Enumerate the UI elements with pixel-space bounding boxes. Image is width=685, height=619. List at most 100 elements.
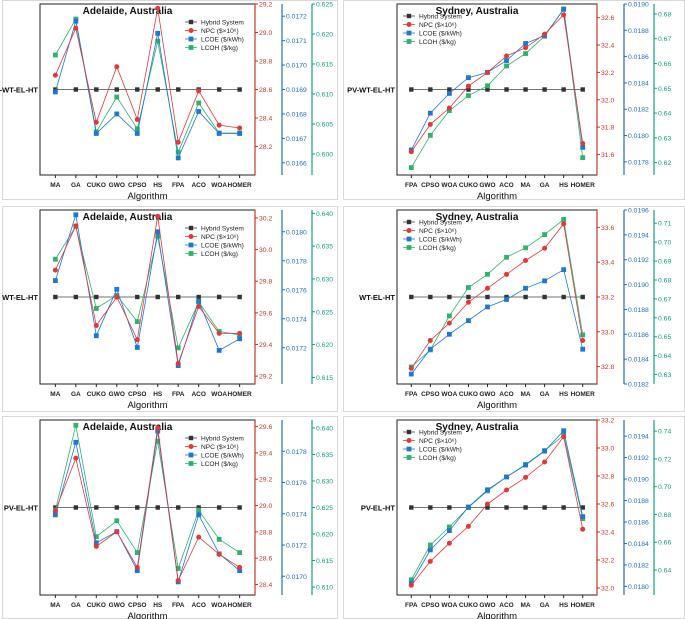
hybrid-marker — [580, 505, 585, 510]
x-tick-label: GWO — [479, 602, 495, 609]
hybrid-marker — [409, 87, 414, 92]
lcoe-marker — [485, 304, 490, 310]
x-tick-label: HS — [559, 602, 569, 609]
lcoe-marker — [523, 41, 528, 46]
lcoe-axis-tick-label: 0.0194 — [628, 232, 649, 239]
hybrid-marker — [428, 294, 433, 300]
chart-title: Sydney, Australia — [436, 212, 519, 223]
npc-marker — [188, 444, 194, 449]
lcoh-axis-tick-label: 0.68 — [658, 512, 671, 519]
x-tick-label: FPA — [172, 391, 185, 398]
lcoe-marker — [580, 144, 586, 150]
npc-marker — [155, 425, 161, 431]
npc-axis-tick-label: 32.2 — [601, 70, 614, 77]
npc-marker — [188, 234, 194, 239]
hybrid-marker — [237, 87, 242, 92]
npc-marker — [408, 365, 414, 371]
npc-marker — [580, 141, 586, 147]
lcoe-marker — [408, 371, 414, 377]
lcoh-marker — [73, 422, 79, 428]
lcoe-marker — [504, 297, 509, 302]
lcoh-marker — [466, 285, 471, 290]
chart-title: Adelaide, Australia — [83, 6, 173, 17]
x-axis-label: Algorithm — [477, 400, 517, 411]
x-tick-label: GA — [540, 391, 550, 398]
x-tick-label: HS — [153, 391, 163, 398]
lcoh-axis-tick-label: 0.625 — [316, 309, 333, 316]
legend-item-hybrid: Hybrid System — [185, 20, 244, 27]
lcoe-marker — [542, 448, 548, 454]
lcoe-marker — [155, 30, 161, 36]
x-tick-label: CUKO — [87, 602, 106, 609]
npc-marker — [216, 122, 222, 128]
panel-border — [2, 0, 338, 200]
lcoe-marker — [93, 540, 99, 546]
npc-marker — [134, 116, 140, 122]
x-tick-label: CPSO — [421, 182, 439, 189]
lcoe-marker — [93, 131, 99, 136]
npc-marker — [216, 330, 222, 336]
lcoh-marker — [134, 550, 140, 555]
lcoe-marker — [427, 346, 433, 352]
legend-label: Hybrid System — [201, 436, 244, 443]
lcoe-series-line — [410, 269, 584, 375]
npc-marker — [542, 31, 548, 37]
x-tick-label: GA — [540, 602, 550, 609]
npc-marker — [73, 25, 79, 31]
legend-item-lcoh: LCOH ($/kg) — [403, 245, 456, 252]
legend-label: LCOE ($/kWh) — [419, 447, 462, 454]
legend-label: NPC ($×10⁶) — [201, 28, 239, 35]
hybrid-marker — [447, 505, 452, 510]
x-tick-label: HOMER — [571, 182, 596, 189]
lcoh-series-line — [411, 218, 584, 368]
x-tick-label: ACO — [499, 182, 513, 189]
legend-item-hybrid: Hybrid System — [185, 226, 244, 233]
lcoe-axis-tick-label: 0.0186 — [628, 54, 649, 61]
lcoe-axis-tick-label: 0.0176 — [286, 480, 307, 487]
lcoe-axis-tick-label: 0.0190 — [628, 477, 649, 484]
lcoe-axis-tick-label: 0.0168 — [286, 111, 307, 118]
x-tick-label: HOMER — [571, 391, 596, 398]
legend-label: LCOH ($/kg) — [419, 245, 456, 252]
legend-label: NPC ($×10⁶) — [419, 22, 457, 29]
lcoe-marker — [93, 333, 99, 339]
lcoe-marker — [188, 36, 194, 42]
lcoe-axis-tick-label: 0.0182 — [628, 382, 649, 389]
npc-axis-tick-label: 28.4 — [259, 116, 272, 123]
x-tick-label: HS — [559, 182, 569, 189]
lcoe-marker — [196, 109, 202, 114]
x-tick-label: WOA — [211, 391, 227, 398]
x-axis-label: Algorithm — [477, 611, 517, 619]
lcoh-marker — [466, 93, 471, 99]
x-tick-label: HOMER — [228, 602, 253, 609]
npc-marker — [237, 125, 243, 131]
x-tick-label: MA — [521, 602, 531, 609]
lcoe-marker — [580, 514, 586, 520]
npc-marker — [504, 271, 510, 277]
lcoe-axis-tick-label: 0.0194 — [628, 434, 649, 441]
lcoh-axis-tick-label: 0.74 — [658, 429, 671, 436]
npc-axis-tick-label: 29.6 — [259, 310, 272, 317]
lcoh-axis-tick-label: 0.66 — [658, 540, 671, 547]
lcoe-marker — [73, 18, 79, 24]
npc-axis-tick-label: 33.6 — [601, 225, 614, 232]
lcoe-marker — [196, 512, 202, 518]
hybrid-marker — [237, 505, 242, 510]
lcoh-marker — [52, 52, 58, 58]
chart-panel-3: MA GA CUKO GWO CPSO HS FPA ACO WOA HOMER Adelaide,… — [2, 206, 338, 412]
system-label: PV-WT-EL-HT — [347, 86, 395, 95]
x-tick-label: CUKO — [87, 182, 106, 189]
hybrid-marker — [188, 19, 194, 25]
x-tick-label: ACO — [191, 182, 205, 189]
hybrid-marker — [53, 505, 58, 510]
lcoh-marker — [523, 245, 528, 251]
legend-label: Hybrid System — [201, 226, 244, 233]
chart-panel-4: FPA CPSO WOA CUKO GWO ACO MA GA HS HOMER Sydney, A… — [343, 206, 685, 412]
legend-label: NPC ($×10⁶) — [419, 228, 457, 235]
x-tick-label: GWO — [109, 602, 125, 609]
lcoh-axis-tick-label: 0.69 — [658, 259, 671, 266]
legend-label: Hybrid System — [419, 14, 462, 21]
npc-marker — [406, 228, 412, 233]
npc-marker — [465, 299, 471, 305]
lcoh-marker — [580, 332, 586, 338]
